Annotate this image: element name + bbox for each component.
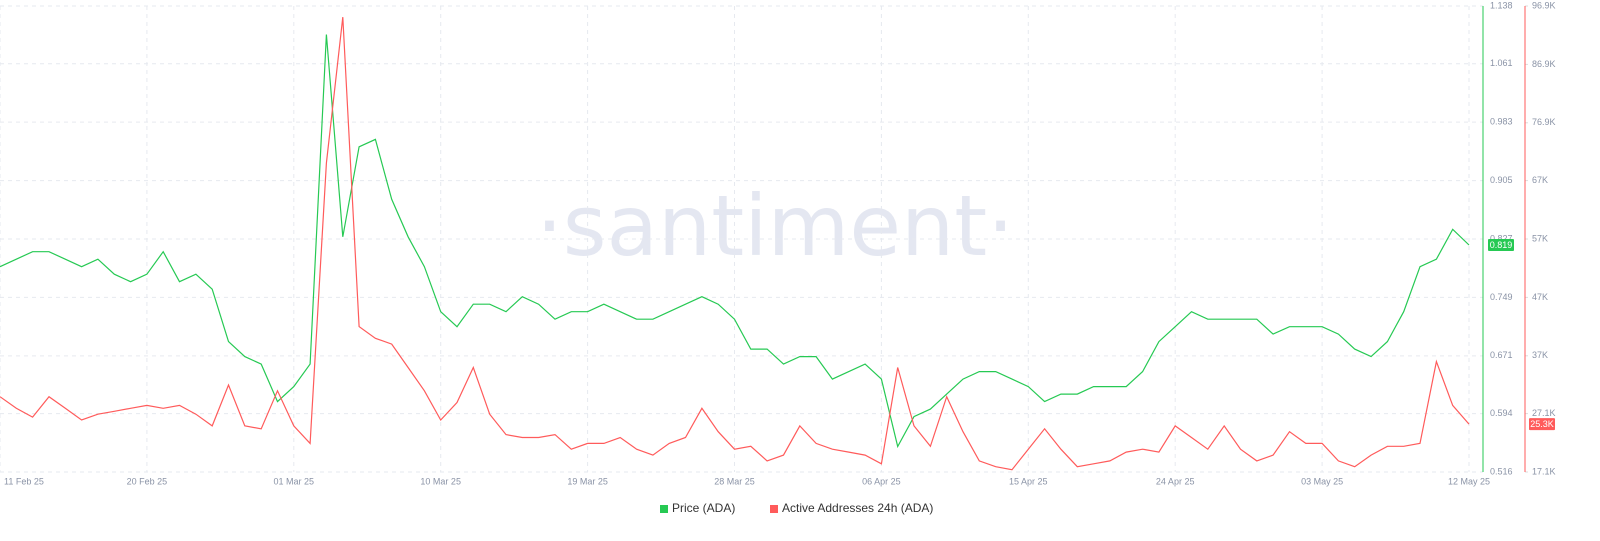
y-tick-label: 0.905: [1490, 175, 1513, 185]
x-tick-label: 19 Mar 25: [567, 476, 608, 486]
y-tick-label: 1.138: [1490, 0, 1513, 10]
y2-tick-label: 47K: [1532, 292, 1548, 302]
legend-swatch: [770, 505, 778, 513]
x-tick-label: 10 Mar 25: [420, 476, 461, 486]
last-value-label: 0.819: [1490, 240, 1513, 250]
y2-tick-label: 76.9K: [1532, 117, 1556, 127]
y2-tick-label: 17.1K: [1532, 466, 1556, 476]
series-line: [0, 34, 1470, 449]
x-tick-label: 12 May 25: [1448, 476, 1490, 486]
legend-label: Price (ADA): [672, 501, 735, 515]
y-tick-label: 1.061: [1490, 58, 1513, 68]
y2-tick-label: 86.9K: [1532, 59, 1556, 69]
watermark: ·santiment·: [536, 177, 1014, 275]
y2-tick-label: 96.9K: [1532, 0, 1556, 10]
legend-swatch: [660, 505, 668, 513]
y-tick-label: 0.749: [1490, 292, 1513, 302]
y-tick-label: 0.594: [1490, 408, 1513, 418]
y-tick-label: 0.827: [1490, 233, 1513, 243]
last-value-label: 25.3K: [1530, 419, 1554, 429]
x-tick-label: 06 Apr 25: [862, 476, 901, 486]
x-tick-label: 11 Feb 25: [4, 476, 44, 486]
x-tick-label: 24 Apr 25: [1156, 476, 1195, 486]
y-tick-label: 0.671: [1490, 350, 1513, 360]
last-value-badge: [1488, 238, 1514, 251]
legend-label: Active Addresses 24h (ADA): [782, 501, 933, 515]
y2-tick-label: 57K: [1532, 233, 1548, 243]
x-tick-label: 28 Mar 25: [714, 476, 755, 486]
x-tick-label: 20 Feb 25: [127, 476, 168, 486]
series-line: [0, 17, 1470, 471]
y2-tick-label: 27.1K: [1532, 408, 1556, 418]
x-tick-label: 01 Mar 25: [274, 476, 315, 486]
y-tick-label: 0.516: [1490, 466, 1513, 476]
x-tick-label: 03 May 25: [1301, 476, 1343, 486]
last-value-badge: [1529, 418, 1555, 431]
y2-tick-label: 67K: [1532, 175, 1548, 185]
x-tick-label: 15 Apr 25: [1009, 476, 1048, 486]
y-tick-label: 0.983: [1490, 117, 1513, 127]
y2-tick-label: 37K: [1532, 350, 1548, 360]
